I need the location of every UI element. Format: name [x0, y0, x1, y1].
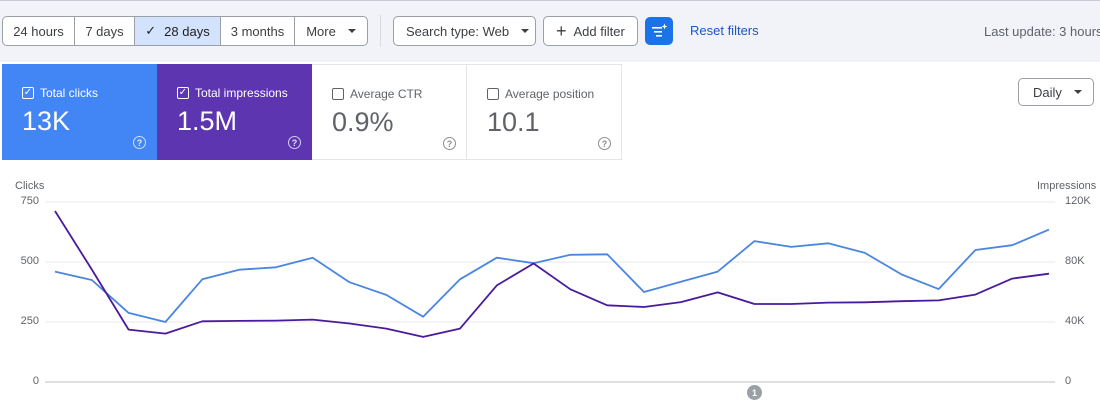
plus-icon: +: [556, 21, 567, 41]
range-24-hours[interactable]: 24 hours: [3, 17, 75, 45]
search-type-label: Search type: Web: [406, 23, 510, 39]
filter-bar: 24 hours 7 days ✓ 28 days 3 months More …: [0, 0, 1100, 62]
annotation-marker[interactable]: 1: [747, 385, 762, 400]
caret-down-icon: [347, 29, 356, 33]
y-tick-right: 120K: [1065, 195, 1091, 207]
series-line-impressions: [54, 210, 1050, 338]
help-icon[interactable]: ?: [133, 136, 146, 149]
range-28-days[interactable]: ✓ 28 days: [135, 17, 221, 45]
metric-label: ✓ Total clicks: [22, 86, 98, 100]
range-7-days[interactable]: 7 days: [75, 17, 135, 45]
search-type-dropdown[interactable]: Search type: Web: [393, 16, 536, 46]
y-tick-right: 80K: [1065, 255, 1085, 267]
metric-value: 1.5M: [177, 106, 238, 136]
last-update-text: Last update: 3 hours ago: [984, 24, 1100, 39]
more-ranges-button[interactable]: More: [295, 17, 367, 45]
metric-card-total-clicks[interactable]: ✓ Total clicks 13K ?: [2, 64, 157, 160]
toolbar-divider: [380, 15, 381, 47]
checkbox-unchecked-icon: [332, 88, 344, 100]
performance-chart: [45, 201, 1055, 383]
granularity-label: Daily: [1033, 84, 1062, 100]
checkbox-unchecked-icon: [487, 88, 499, 100]
left-axis-title: Clicks: [15, 180, 45, 192]
metric-value: 10.1: [487, 107, 540, 137]
help-icon[interactable]: ?: [443, 137, 456, 150]
metric-label: Average position: [487, 87, 594, 101]
y-tick-left: 750: [20, 195, 39, 207]
metric-label-text: Total clicks: [40, 86, 99, 100]
reset-filters-link[interactable]: Reset filters: [690, 23, 759, 38]
add-filter-button[interactable]: + Add filter: [543, 16, 638, 46]
sparkle-filter-icon: [652, 23, 668, 37]
metric-value: 13K: [22, 106, 71, 136]
caret-down-icon: [521, 29, 530, 33]
date-range-selector: 24 hours 7 days ✓ 28 days 3 months More: [2, 16, 368, 46]
series-line-clicks: [54, 228, 1050, 323]
y-tick-left: 0: [32, 375, 39, 387]
checkbox-checked-icon: ✓: [177, 87, 189, 99]
metric-value: 0.9%: [332, 107, 394, 137]
caret-down-icon: [1073, 90, 1082, 94]
help-icon[interactable]: ?: [598, 137, 611, 150]
metric-label: Average CTR: [332, 87, 422, 101]
y-tick-left: 250: [20, 315, 39, 327]
metric-card-average-position[interactable]: Average position 10.1 ?: [467, 64, 622, 160]
y-tick-right: 0: [1065, 375, 1072, 387]
granularity-dropdown[interactable]: Daily: [1018, 78, 1094, 106]
right-axis-title: Impressions: [1037, 180, 1097, 192]
performance-panel: ✓ Total clicks 13K ? ✓ Total impressions…: [0, 62, 1100, 401]
metric-card-total-impressions[interactable]: ✓ Total impressions 1.5M ?: [157, 64, 312, 160]
more-label: More: [306, 23, 336, 39]
range-28-days-label: 28 days: [164, 23, 210, 39]
metric-card-average-ctr[interactable]: Average CTR 0.9% ?: [312, 64, 467, 160]
checkbox-checked-icon: ✓: [22, 87, 34, 99]
add-filter-label: Add filter: [573, 23, 625, 39]
check-icon: ✓: [145, 23, 157, 38]
metric-label: ✓ Total impressions: [177, 86, 288, 100]
y-tick-right: 40K: [1065, 315, 1085, 327]
metric-label-text: Average CTR: [350, 87, 423, 101]
metric-label-text: Total impressions: [195, 86, 288, 100]
help-icon[interactable]: ?: [288, 136, 301, 149]
ai-filter-button[interactable]: [645, 17, 673, 45]
range-3-months[interactable]: 3 months: [221, 17, 295, 45]
metric-label-text: Average position: [505, 87, 595, 101]
y-tick-left: 500: [20, 255, 39, 267]
